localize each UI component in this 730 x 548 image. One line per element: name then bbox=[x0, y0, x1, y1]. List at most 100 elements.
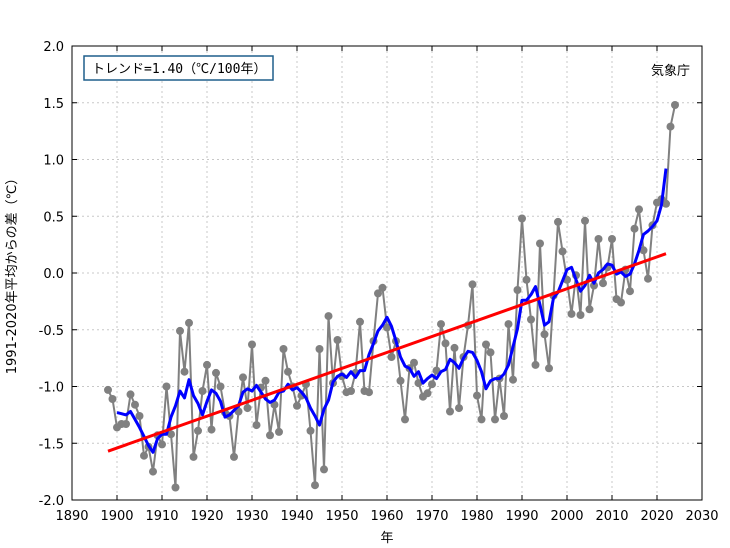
moving-average-line bbox=[116, 168, 668, 454]
y-tick-label: 1.0 bbox=[43, 154, 64, 169]
annual-data-point bbox=[599, 279, 607, 288]
annual-data-point bbox=[176, 326, 184, 335]
annual-data-point bbox=[626, 287, 634, 296]
annual-data-point bbox=[504, 320, 513, 329]
y-axis-label: 1991-2020年平均からの差（℃） bbox=[5, 172, 20, 374]
y-tick-label: -0.5 bbox=[39, 324, 64, 339]
y-tick-label: 1.5 bbox=[43, 97, 64, 112]
x-tick-label: 2000 bbox=[550, 509, 583, 524]
x-axis-label: 年 bbox=[380, 531, 393, 546]
x-tick-label: 2010 bbox=[595, 509, 628, 524]
annual-data-point bbox=[473, 391, 481, 400]
annual-data-point bbox=[455, 404, 463, 413]
annual-data-point bbox=[306, 426, 315, 435]
annual-data-point bbox=[509, 375, 517, 384]
plot-frame bbox=[71, 45, 703, 501]
annual-data-point bbox=[320, 465, 328, 474]
annual-data-point bbox=[671, 101, 679, 109]
annual-data-point bbox=[383, 323, 391, 332]
annual-data-point bbox=[441, 339, 450, 348]
y-tick-label: 2.0 bbox=[43, 40, 64, 55]
x-tick-label: 1970 bbox=[415, 509, 448, 524]
x-tick-label: 2020 bbox=[640, 509, 673, 524]
annual-data-point bbox=[387, 353, 396, 361]
annual-data-point bbox=[531, 360, 540, 369]
annual-data-point bbox=[252, 421, 261, 430]
x-tick-label: 2030 bbox=[685, 509, 718, 524]
annual-data-point bbox=[468, 280, 477, 289]
x-tick-label: 1990 bbox=[505, 509, 538, 524]
annual-data-point bbox=[432, 366, 441, 375]
annual-data-point bbox=[410, 358, 418, 367]
annual-data-point bbox=[576, 311, 585, 319]
annual-data-point bbox=[104, 385, 112, 394]
annual-data-point bbox=[207, 425, 216, 434]
annual-data-point bbox=[239, 373, 247, 382]
annual-data-point bbox=[608, 235, 616, 243]
x-tick-label: 1950 bbox=[325, 509, 358, 524]
y-tick-label: -1.5 bbox=[39, 437, 64, 452]
moving-average-series bbox=[116, 168, 668, 454]
annual-data-point bbox=[500, 412, 508, 420]
annual-data-point bbox=[518, 214, 526, 223]
trend-series bbox=[107, 252, 667, 453]
annual-data-point bbox=[167, 430, 175, 439]
annual-data-point bbox=[639, 246, 648, 255]
annual-data-point bbox=[558, 247, 567, 256]
annual-data-point bbox=[198, 387, 207, 395]
x-tick-label: 1900 bbox=[100, 509, 133, 524]
y-tick-label: 0.0 bbox=[43, 267, 64, 282]
annual-data-point bbox=[446, 407, 454, 416]
annual-data-point bbox=[158, 440, 166, 449]
annual-data-point bbox=[482, 340, 490, 349]
annual-data-point bbox=[594, 235, 603, 243]
annual-data-point bbox=[203, 360, 211, 369]
annual-data-point bbox=[356, 317, 364, 326]
annual-data-point bbox=[437, 320, 445, 329]
annual-data-point bbox=[644, 274, 652, 283]
credit-label: 気象庁 bbox=[651, 63, 690, 79]
annual-data-point bbox=[140, 451, 148, 460]
annual-data-point bbox=[194, 426, 202, 435]
y-tick-label: 0.5 bbox=[43, 210, 64, 225]
trend-legend-box: トレンド=1.40（℃/100年） bbox=[83, 55, 274, 81]
x-tick-label: 1940 bbox=[280, 509, 313, 524]
x-tick-label: 1890 bbox=[55, 509, 88, 524]
annual-data-point bbox=[108, 395, 117, 403]
annual-data-point bbox=[180, 367, 189, 376]
x-tick-label: 1980 bbox=[460, 509, 493, 524]
annual-data-point bbox=[185, 318, 193, 327]
annual-data-point bbox=[513, 286, 522, 294]
annual-data-point bbox=[545, 364, 553, 373]
annual-data-point bbox=[522, 275, 531, 284]
annual-data-point bbox=[261, 376, 270, 385]
y-axis-ticks: -2.0 -1.5 -1.0 -0.5 0.0 0.5 1.0 1.5 2.0 bbox=[39, 40, 702, 509]
annual-data-point bbox=[243, 404, 252, 413]
annual-data-point bbox=[567, 309, 576, 318]
annual-data-point bbox=[149, 467, 157, 476]
annual-data-point bbox=[428, 380, 436, 389]
annual-data-point bbox=[216, 382, 225, 391]
annual-data-point bbox=[527, 315, 535, 324]
x-axis-ticks: 1890 1900 1910 1920 1930 1940 1950 1960 1970 1980… bbox=[55, 46, 719, 524]
x-tick-label: 1930 bbox=[235, 509, 268, 524]
annual-data-point bbox=[536, 239, 544, 248]
annual-data-point bbox=[365, 388, 373, 397]
x-tick-label: 1910 bbox=[145, 509, 178, 524]
annual-data-point bbox=[293, 401, 301, 410]
annual-data-point bbox=[284, 367, 292, 376]
annual-data-point bbox=[662, 199, 670, 208]
annual-data-point bbox=[126, 390, 135, 399]
annual-data-point bbox=[189, 452, 198, 461]
annual-data-point bbox=[450, 343, 459, 352]
annual-data-point bbox=[540, 330, 549, 339]
annual-data-point bbox=[581, 216, 589, 225]
annual-data-point bbox=[477, 415, 486, 424]
x-tick-label: 1960 bbox=[370, 509, 403, 524]
annual-data-point bbox=[266, 431, 274, 440]
annual-data-point bbox=[491, 415, 499, 424]
legend-box-border bbox=[83, 55, 274, 81]
annual-data-point bbox=[630, 224, 639, 233]
